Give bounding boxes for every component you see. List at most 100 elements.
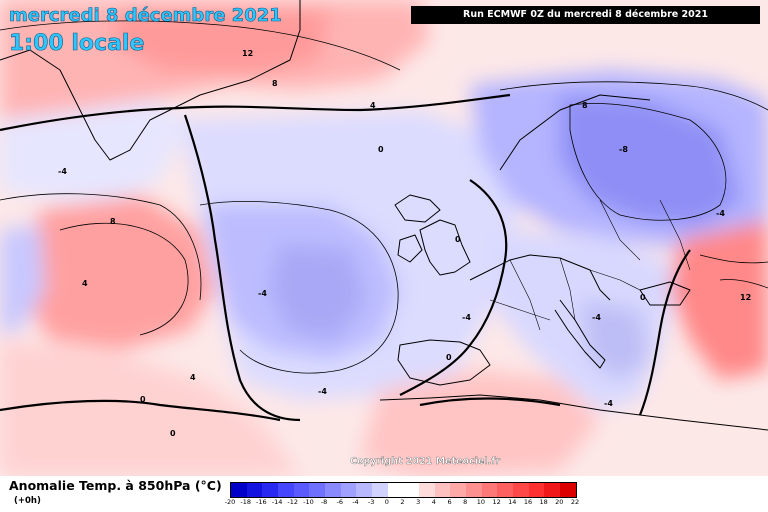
label-0-iberia: 0 [446, 353, 452, 362]
label-minus4-central-atlantic: -4 [258, 289, 267, 298]
color-scale-tick: -20 [224, 498, 236, 506]
iberia-coast [397, 339, 491, 386]
legend-panel: Anomalie Temp. à 850hPa (°C) (+0h) -20 -1… [0, 476, 768, 512]
label-minus8-sweden: -8 [619, 145, 628, 154]
africa-coast [379, 394, 768, 431]
border-2 [559, 257, 576, 321]
color-scale-tick: 12 [492, 498, 501, 506]
warm-anomaly-newfoundland [20, 195, 215, 350]
color-scale-cell [419, 483, 435, 497]
contour-minus4-scandinavia [499, 81, 768, 111]
color-scale-tick: -12 [287, 498, 299, 506]
color-scale-cell [293, 483, 310, 497]
color-scale-tick: -3 [367, 498, 375, 506]
contour-0-north [0, 93, 511, 132]
color-scale-tick: 14 [508, 498, 517, 506]
temperature-anomaly-map: 12 8 4 -4 8 4 0 -4 -4 0 0 -4 0 8 -8 -4 0 12 -4 -4 0 4 [0, 0, 768, 476]
color-scale-cell [325, 483, 341, 497]
forecast-local-time: 1:00 locale [9, 31, 145, 56]
color-scale-tick: 8 [463, 498, 468, 506]
contour-12-east [719, 279, 768, 289]
color-scale-cell [466, 483, 482, 497]
color-scale-cell [560, 483, 576, 497]
border-5 [659, 199, 691, 271]
color-scale-tick: 0 [384, 498, 389, 506]
color-scale-cell [309, 483, 326, 497]
label-4-sw: 4 [190, 373, 196, 382]
warm-anomaly-east [670, 220, 768, 380]
contour-labels: 12 8 4 -4 8 4 0 -4 -4 0 0 -4 0 8 -8 -4 0 12 -4 -4 0 4 [58, 49, 751, 438]
cold-anomaly-italy [580, 300, 650, 380]
contours-other [0, 20, 768, 374]
label-4-greenland: 4 [370, 101, 376, 110]
color-scale-cell [497, 483, 514, 497]
contours-zero [0, 93, 691, 422]
legend-title: Anomalie Temp. à 850hPa (°C) [9, 478, 222, 493]
label-minus4-biscay: -4 [462, 313, 471, 322]
border-3 [589, 269, 641, 291]
label-0-uk: 0 [455, 235, 461, 244]
color-scale-cell [246, 483, 263, 497]
label-8-newfoundland: 8 [110, 217, 116, 226]
color-scale-cell [481, 483, 498, 497]
cold-anomaly-labrador [0, 100, 190, 200]
color-scale-cell [434, 483, 451, 497]
color-scale-tick: 16 [523, 498, 533, 506]
label-0-balkans: 0 [640, 293, 646, 302]
color-scale-cell [262, 483, 279, 497]
label-0-atlantic: 0 [140, 395, 146, 404]
color-scale-cell [403, 483, 420, 497]
border-4 [599, 199, 641, 261]
label-8-greenland: 8 [272, 79, 278, 88]
color-scale-cell [231, 483, 247, 497]
color-scale-cell [528, 483, 545, 497]
color-scale-tick: 3 [416, 498, 421, 506]
label-minus4-italy: -4 [592, 313, 601, 322]
color-scale-cell [356, 483, 373, 497]
legend-forecast-hour: (+0h) [14, 496, 41, 506]
uk-coast [419, 219, 471, 276]
norway-coast [499, 94, 651, 171]
contour-0-atlantic-west [183, 114, 301, 422]
color-scale-cell [450, 483, 467, 497]
color-scale-cell [544, 483, 561, 497]
greenland-coast [0, 0, 301, 161]
cold-anomaly-sweden-core [560, 95, 740, 225]
border-6 [489, 299, 551, 321]
borders [489, 199, 691, 331]
contour-0-atlantic-south [0, 399, 281, 422]
color-scale-ticks: -20 -18 -16 -14 -12 -10 -8 -6 -4 -3 0 2 3 4 6 8 10 12 14 16… [225, 498, 579, 508]
color-scale-cell [340, 483, 357, 497]
color-scale-tick: -14 [271, 498, 283, 506]
ireland-coast [397, 234, 423, 263]
label-minus4-south-atlantic: -4 [318, 387, 327, 396]
color-scale-tick: 2 [400, 498, 405, 506]
color-scale-tick: 22 [570, 498, 580, 506]
italy-coast [554, 299, 606, 369]
contour-0-iberia [419, 397, 561, 407]
contour-0-east [638, 249, 691, 416]
contour-4-west [0, 193, 202, 301]
label-minus4-greece: -4 [604, 399, 613, 408]
contour-0-europe [399, 179, 508, 396]
color-scale-cell [278, 483, 294, 497]
label-minus4-russia: -4 [716, 209, 725, 218]
color-scale-tick: 4 [431, 498, 436, 506]
color-scale-cell [387, 483, 404, 497]
warm-anomaly-iberia [360, 370, 600, 476]
warm-anomaly-sw-atlantic [0, 340, 300, 476]
color-scale-tick: -4 [352, 498, 359, 506]
contour-8-newfoundland [59, 222, 189, 336]
label-minus4-labrador: -4 [58, 167, 67, 176]
copyright-notice: Copyright 2021 Meteociel.fr [350, 456, 501, 467]
label-12-greenland-north: 12 [242, 49, 253, 58]
contour-minus8-sweden [569, 103, 727, 221]
model-run-banner: Run ECMWF 0Z du mercredi 8 décembre 2021 [411, 6, 760, 24]
color-scale-cell [372, 483, 388, 497]
cold-anomaly-west-edge [0, 225, 45, 335]
black-sea-coast [639, 281, 691, 306]
contour-8-east [699, 254, 768, 264]
color-scale-tick: -6 [336, 498, 344, 506]
color-scale-bar [230, 482, 577, 498]
